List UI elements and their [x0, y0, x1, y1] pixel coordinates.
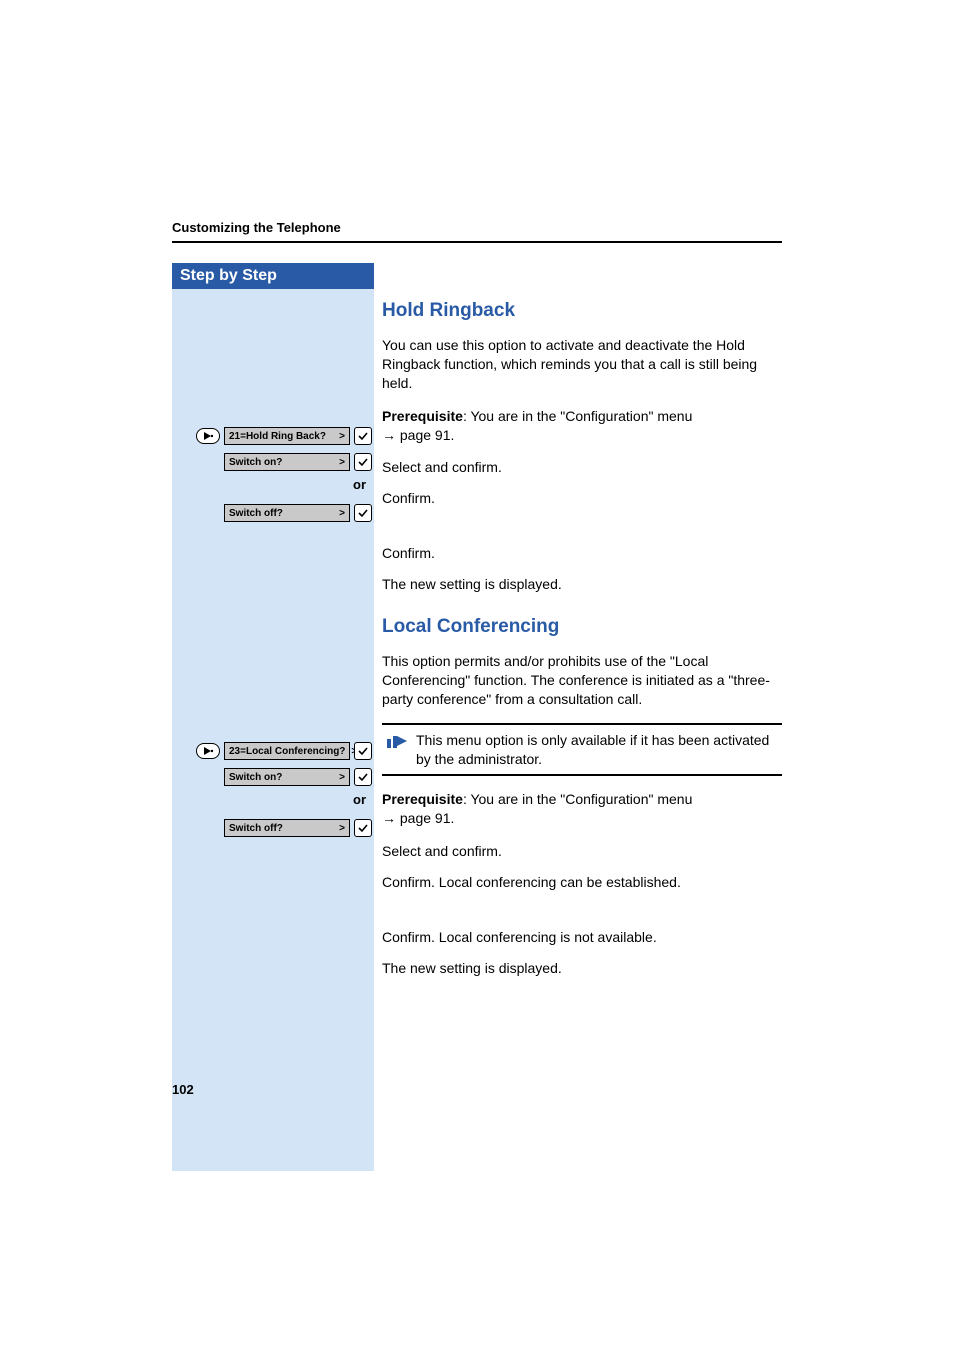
note-text: This menu option is only available if it… — [410, 731, 780, 769]
chevron-right-icon: > — [333, 457, 345, 468]
chevron-right-icon: > — [333, 508, 345, 519]
page: Customizing the Telephone Step by Step 2… — [0, 0, 954, 1351]
chevron-right-icon: > — [333, 431, 345, 442]
confirm-icon[interactable] — [354, 768, 372, 786]
note-block: This menu option is only available if it… — [382, 723, 782, 777]
prereq-text: : You are in the "Configuration" menu — [463, 791, 692, 807]
or-separator: or — [172, 792, 374, 807]
note-icon — [384, 731, 410, 749]
menu-local-conferencing[interactable]: 23=Local Conferencing? > — [224, 742, 350, 760]
instruction-select: Select and confirm. — [382, 458, 782, 477]
confirm-icon[interactable] — [354, 504, 372, 522]
step-row-hold-select: 21=Hold Ring Back? > — [172, 427, 374, 445]
menu-label: Switch on? — [229, 772, 333, 783]
menu-label: Switch off? — [229, 823, 333, 834]
prereq-label: Prerequisite — [382, 791, 463, 807]
confirm-icon[interactable] — [354, 742, 372, 760]
step-row-conf-off: Switch off? > — [172, 819, 374, 837]
sidebar-fill — [172, 289, 374, 1171]
menu-switch-on[interactable]: Switch on? > — [224, 453, 350, 471]
content: Hold Ringback You can use this option to… — [382, 300, 782, 990]
paragraph: This option permits and/or prohibits use… — [382, 652, 782, 709]
sidebar: Step by Step 21=Hold Ring Back? > Switch… — [172, 263, 374, 1171]
menu-hold-ringback[interactable]: 21=Hold Ring Back? > — [224, 427, 350, 445]
or-label: or — [353, 792, 372, 807]
navigate-icon — [196, 428, 220, 444]
note-body: This menu option is only available if it… — [382, 725, 782, 775]
result-text: The new setting is displayed. — [382, 959, 782, 978]
instruction-switch-on: Confirm. Local conferencing can be estab… — [382, 873, 782, 892]
heading-hold-ringback: Hold Ringback — [382, 300, 782, 322]
instruction-switch-off: Confirm. Local conferencing is not avail… — [382, 928, 782, 947]
prereq-text: : You are in the "Configuration" menu — [463, 408, 692, 424]
menu-label: Switch on? — [229, 457, 333, 468]
step-row-conf-on: Switch on? > — [172, 768, 374, 786]
menu-switch-off[interactable]: Switch off? > — [224, 504, 350, 522]
instruction-select: Select and confirm. — [382, 842, 782, 861]
menu-switch-off[interactable]: Switch off? > — [224, 819, 350, 837]
chevron-right-icon: > — [333, 823, 345, 834]
prerequisite: Prerequisite: You are in the "Configurat… — [382, 407, 782, 445]
note-rule-bottom — [382, 774, 782, 776]
step-row-conf-select: 23=Local Conferencing? > — [172, 742, 374, 760]
menu-label: Switch off? — [229, 508, 333, 519]
menu-switch-on[interactable]: Switch on? > — [224, 768, 350, 786]
prereq-label: Prerequisite — [382, 408, 463, 424]
confirm-icon[interactable] — [354, 427, 372, 445]
prerequisite: Prerequisite: You are in the "Configurat… — [382, 790, 782, 828]
menu-label: 23=Local Conferencing? — [229, 746, 345, 757]
page-ref: → page 91. — [382, 427, 454, 443]
instruction-switch-on: Confirm. — [382, 489, 782, 508]
confirm-icon[interactable] — [354, 819, 372, 837]
navigate-icon — [196, 743, 220, 759]
paragraph: You can use this option to activate and … — [382, 336, 782, 393]
running-head: Customizing the Telephone — [172, 220, 782, 243]
step-row-hold-off: Switch off? > — [172, 504, 374, 522]
page-number: 102 — [172, 1082, 194, 1097]
heading-local-conferencing: Local Conferencing — [382, 616, 782, 638]
running-head-rule — [172, 241, 782, 243]
running-head-text: Customizing the Telephone — [172, 220, 782, 235]
or-separator: or — [172, 477, 374, 492]
confirm-icon[interactable] — [354, 453, 372, 471]
sidebar-header: Step by Step — [172, 263, 374, 289]
page-ref: → page 91. — [382, 810, 454, 826]
result-text: The new setting is displayed. — [382, 575, 782, 594]
chevron-right-icon: > — [333, 772, 345, 783]
instruction-switch-off: Confirm. — [382, 544, 782, 563]
or-label: or — [353, 477, 372, 492]
menu-label: 21=Hold Ring Back? — [229, 431, 333, 442]
step-row-hold-on: Switch on? > — [172, 453, 374, 471]
